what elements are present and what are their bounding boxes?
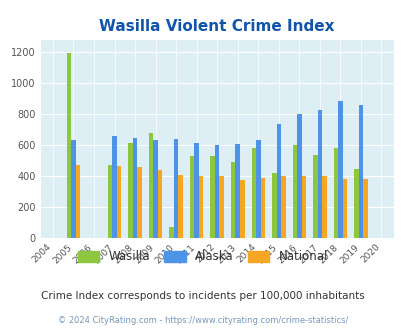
Bar <box>342 179 346 238</box>
Bar <box>333 148 337 238</box>
Bar <box>117 166 121 238</box>
Bar <box>178 175 183 238</box>
Bar <box>128 143 132 238</box>
Text: © 2024 CityRating.com - https://www.cityrating.com/crime-statistics/: © 2024 CityRating.com - https://www.city… <box>58 316 347 325</box>
Bar <box>358 105 362 238</box>
Bar <box>276 124 280 238</box>
Bar <box>132 138 137 238</box>
Bar <box>194 143 198 238</box>
Bar <box>75 165 80 238</box>
Bar <box>153 140 158 238</box>
Bar <box>312 155 317 238</box>
Bar <box>260 178 264 238</box>
Bar <box>137 167 141 238</box>
Bar <box>173 139 178 238</box>
Bar <box>271 173 276 238</box>
Bar <box>296 114 301 238</box>
Bar <box>210 156 214 238</box>
Bar <box>256 140 260 238</box>
Bar <box>198 177 203 238</box>
Bar <box>149 133 153 238</box>
Bar <box>190 156 194 238</box>
Bar <box>71 140 75 238</box>
Bar <box>321 176 326 238</box>
Bar <box>317 110 321 238</box>
Bar <box>66 53 71 238</box>
Title: Wasilla Violent Crime Index: Wasilla Violent Crime Index <box>99 19 334 34</box>
Bar <box>230 162 235 238</box>
Bar <box>112 136 117 238</box>
Bar <box>337 102 342 238</box>
Legend: Wasilla, Alaska, National: Wasilla, Alaska, National <box>74 247 331 267</box>
Bar <box>292 145 296 238</box>
Bar <box>362 179 367 238</box>
Bar <box>235 144 239 238</box>
Bar <box>219 177 224 238</box>
Bar <box>353 169 358 238</box>
Bar <box>214 145 219 238</box>
Bar <box>169 227 173 238</box>
Bar <box>158 170 162 238</box>
Bar <box>301 176 305 238</box>
Bar <box>280 177 285 238</box>
Text: Crime Index corresponds to incidents per 100,000 inhabitants: Crime Index corresponds to incidents per… <box>41 291 364 301</box>
Bar <box>251 148 256 238</box>
Bar <box>107 165 112 238</box>
Bar <box>239 180 244 238</box>
